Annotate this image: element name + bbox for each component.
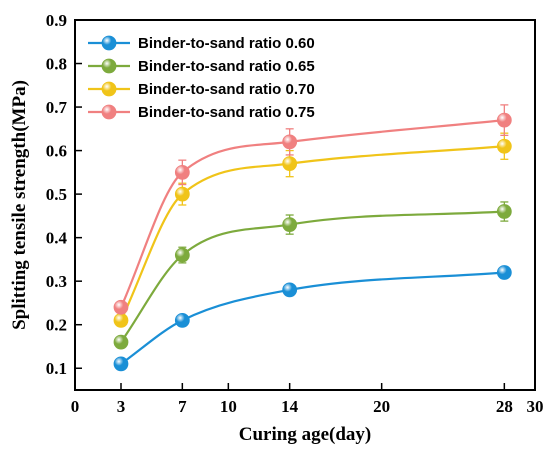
series-line — [120, 210, 505, 343]
y-axis-title: Splitting tensile strength(MPa) — [9, 80, 30, 330]
y-tick-label: 0.5 — [46, 185, 67, 204]
y-axis-ticks: 0.1 0.2 0.3 0.4 0.5 0.6 0.7 0.8 0.9 — [46, 11, 82, 378]
data-point — [174, 312, 190, 328]
y-tick-label: 0.8 — [46, 55, 67, 74]
legend: Binder-to-sand ratio 0.60 Binder-to-sand … — [88, 35, 315, 121]
x-tick-label: 7 — [178, 397, 187, 416]
y-tick-label: 0.2 — [46, 316, 67, 335]
data-point — [282, 217, 298, 232]
x-tick-label: 30 — [527, 397, 544, 416]
legend-marker — [101, 35, 117, 51]
data-point — [113, 356, 129, 372]
data-point — [113, 312, 129, 328]
series-markers — [113, 112, 512, 372]
x-tick-label: 10 — [220, 397, 237, 416]
data-point — [282, 282, 298, 298]
error-bars — [117, 104, 509, 369]
legend-label: Binder-to-sand ratio 0.75 — [138, 104, 315, 121]
data-point — [496, 138, 512, 154]
series-line — [120, 145, 505, 321]
x-axis-title: Curing age(day) — [239, 424, 371, 445]
legend-marker — [101, 104, 117, 120]
data-point — [496, 112, 512, 128]
y-tick-label: 0.6 — [46, 142, 67, 161]
data-point — [282, 156, 298, 172]
data-point — [496, 265, 512, 280]
x-tick-label: 0 — [71, 397, 80, 416]
series-line — [119, 119, 505, 308]
x-tick-label: 14 — [281, 397, 299, 416]
y-tick-label: 0.9 — [46, 11, 67, 30]
x-tick-label: 20 — [373, 397, 390, 416]
y-tick-label: 0.4 — [46, 229, 68, 248]
series-line — [120, 271, 505, 365]
data-point — [282, 134, 298, 150]
data-point — [174, 247, 190, 263]
y-tick-label: 0.7 — [46, 98, 68, 117]
legend-label: Binder-to-sand ratio 0.65 — [138, 58, 315, 75]
data-point — [496, 204, 512, 219]
plot-frame — [74, 19, 536, 391]
x-tick-label: 28 — [496, 397, 513, 416]
legend-label: Binder-to-sand ratio 0.60 — [138, 35, 315, 52]
series-curves — [119, 119, 505, 365]
y-tick-label: 0.1 — [46, 359, 67, 378]
x-tick-label: 3 — [117, 397, 126, 416]
data-point — [113, 299, 129, 315]
data-point — [174, 186, 190, 202]
legend-label: Binder-to-sand ratio 0.70 — [138, 81, 315, 98]
data-point — [174, 164, 190, 180]
data-point — [113, 334, 129, 350]
legend-marker — [101, 58, 117, 74]
x-axis-ticks: 0 3 7 10 14 20 28 30 — [71, 383, 544, 416]
legend-marker — [101, 81, 117, 97]
y-tick-label: 0.3 — [46, 272, 67, 291]
